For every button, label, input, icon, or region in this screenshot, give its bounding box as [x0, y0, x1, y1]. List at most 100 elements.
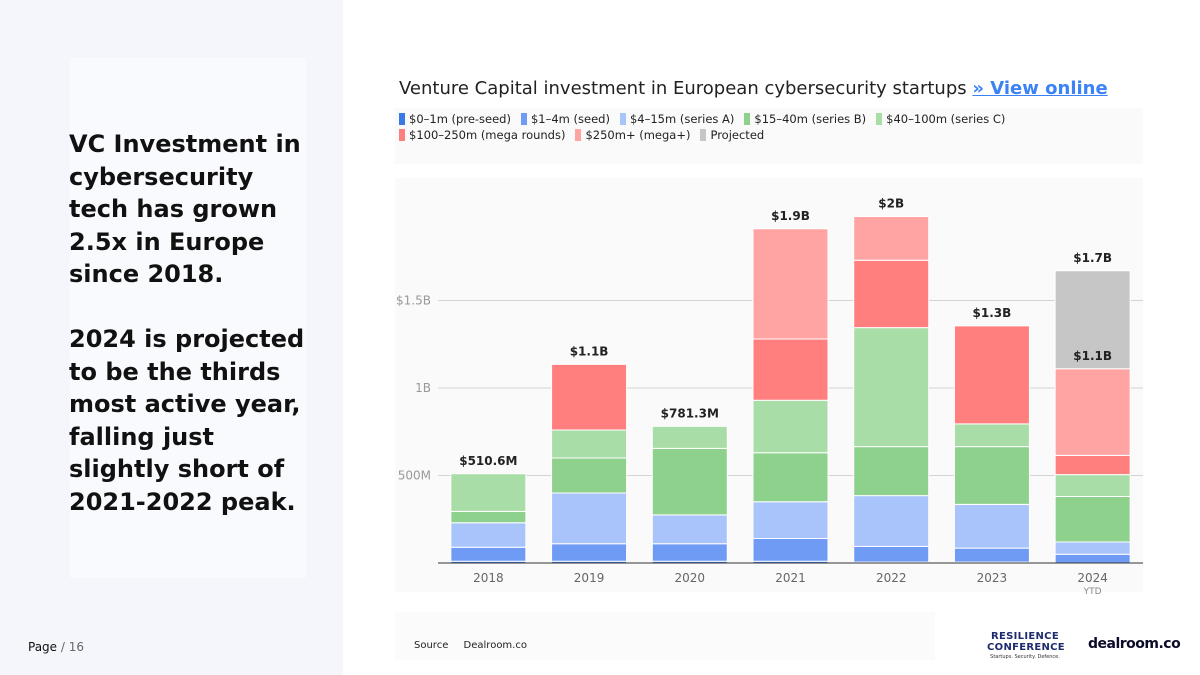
legend-label: $40–100m (series C)	[886, 112, 1006, 126]
x-tick-label: 2021	[775, 571, 806, 585]
dealroom-logo: dealroom.co	[1088, 636, 1181, 652]
legend-swatch	[399, 113, 405, 125]
bar-segment	[953, 547, 1030, 563]
view-online-link[interactable]: » View online	[972, 78, 1108, 99]
legend-item: $40–100m (series C)	[876, 112, 1005, 126]
logo-resilience-line1: RESILIENCE	[991, 631, 1059, 642]
bar-segment	[752, 228, 829, 340]
source-label: Source	[414, 640, 449, 651]
legend-swatch	[520, 113, 527, 125]
page-label: Page	[28, 640, 58, 654]
bar-segment	[1054, 270, 1131, 370]
bar-segment	[953, 503, 1030, 549]
x-tick-sublabel: YTD	[1083, 587, 1102, 597]
legend-swatch	[399, 129, 405, 141]
bar-segment	[551, 457, 628, 494]
page-indicator: Page / 16	[28, 640, 84, 654]
x-tick-label: 2018	[473, 571, 504, 585]
chart-legend: $0–1m (pre-seed) $1–4m (seed) $4–15m (seri…	[399, 112, 1144, 142]
bar-segment	[752, 501, 829, 539]
legend-swatch	[744, 113, 751, 125]
legend-label: $1–4m (seed)	[530, 112, 610, 126]
legend-box	[395, 108, 1143, 164]
bar-segment	[752, 538, 829, 562]
legend-label: $0–1m (pre-seed)	[409, 112, 511, 126]
legend-item: $100–250m (mega rounds)	[399, 128, 565, 142]
y-tick-label: 1B	[415, 381, 431, 395]
bar-segment	[752, 452, 829, 503]
bar-segment	[853, 495, 930, 547]
bar-total-label: $510.6M	[459, 454, 517, 468]
bar-segment	[1054, 496, 1131, 543]
bar-segment	[853, 216, 930, 261]
x-tick-label: 2022	[876, 571, 907, 585]
bar-segment	[752, 399, 829, 454]
bar-segment	[1054, 454, 1131, 476]
legend-swatch	[619, 113, 626, 125]
legend-item: $4–15m (series A)	[619, 112, 735, 126]
bar-segment	[651, 543, 728, 562]
chart-title-row: Venture Capital investment in European c…	[399, 78, 1108, 99]
bar-segment	[1054, 474, 1131, 497]
bar-segment	[1054, 541, 1131, 555]
legend-item: $250m+ (mega+)	[575, 128, 690, 142]
bar-segment	[450, 473, 527, 512]
left-card	[70, 58, 306, 578]
bar-segment	[953, 446, 1030, 505]
logo-resilience-tagline: Startups. Security. Defence.	[990, 654, 1060, 660]
footer-background	[395, 612, 935, 660]
logo-resilience-line2: CONFERENCE	[987, 642, 1065, 653]
bar-segment	[450, 510, 527, 524]
bar-segment	[651, 447, 728, 516]
resilience-conference-logo: RESILIENCE CONFERENCE Startups. Security…	[987, 631, 1065, 661]
bar-segment	[651, 514, 728, 545]
source-value: Dealroom.co	[463, 640, 527, 651]
bar-segment	[853, 259, 930, 329]
bar-total-label: $2B	[878, 197, 904, 211]
bar-total-label: $1.3B	[973, 306, 1012, 320]
legend-item: $1–4m (seed)	[520, 112, 610, 126]
bar-segment	[853, 446, 930, 497]
bar-segment	[953, 423, 1030, 448]
legend-label: $250m+ (mega+)	[585, 128, 691, 142]
bar-inner-label: $1.1B	[1073, 349, 1112, 363]
legend-label: $15–40m (series B)	[754, 112, 867, 126]
bar-segment	[651, 425, 728, 449]
bar-segment	[450, 522, 527, 548]
bar-segment	[551, 543, 628, 562]
x-tick-label: 2020	[675, 571, 706, 585]
bar-segment	[853, 545, 930, 563]
y-tick-label: $1.5B	[396, 294, 431, 308]
legend-label: Projected	[710, 128, 765, 142]
bar-segment	[853, 327, 930, 448]
bar-segment	[551, 429, 628, 459]
bar-total-label: $781.3M	[661, 406, 719, 420]
bar-total-label: $1.1B	[570, 344, 609, 358]
bar-segment	[551, 363, 628, 431]
legend-label: $4–15m (series A)	[629, 112, 735, 126]
bar-segment	[551, 492, 628, 545]
legend-swatch	[876, 113, 883, 125]
legend-swatch	[700, 129, 707, 141]
chart-title: Venture Capital investment in European c…	[399, 78, 967, 99]
x-tick-label: 2024	[1077, 571, 1108, 585]
y-tick-label: 500M	[398, 469, 431, 483]
x-tick-label: 2023	[977, 571, 1008, 585]
x-tick-label: 2019	[574, 571, 605, 585]
legend-swatch	[575, 129, 582, 141]
page-total: / 16	[60, 640, 85, 654]
bar-segment	[752, 338, 829, 401]
legend-item: Projected	[700, 128, 764, 142]
legend-item: $15–40m (series B)	[744, 112, 866, 126]
bar-total-label: $1.7B	[1073, 251, 1112, 265]
bar-segment	[450, 546, 527, 562]
headline: VC Investment in cybersecurity tech has …	[69, 130, 305, 516]
bar-segment	[1054, 553, 1131, 564]
legend-label: $100–250m (mega rounds)	[409, 128, 566, 142]
bar-segment	[1054, 368, 1131, 456]
legend-item: $0–1m (pre-seed)	[399, 112, 511, 126]
source-line: Source Dealroom.co	[414, 640, 527, 651]
bar-segment	[953, 325, 1030, 425]
bar-total-label: $1.9B	[771, 209, 810, 223]
